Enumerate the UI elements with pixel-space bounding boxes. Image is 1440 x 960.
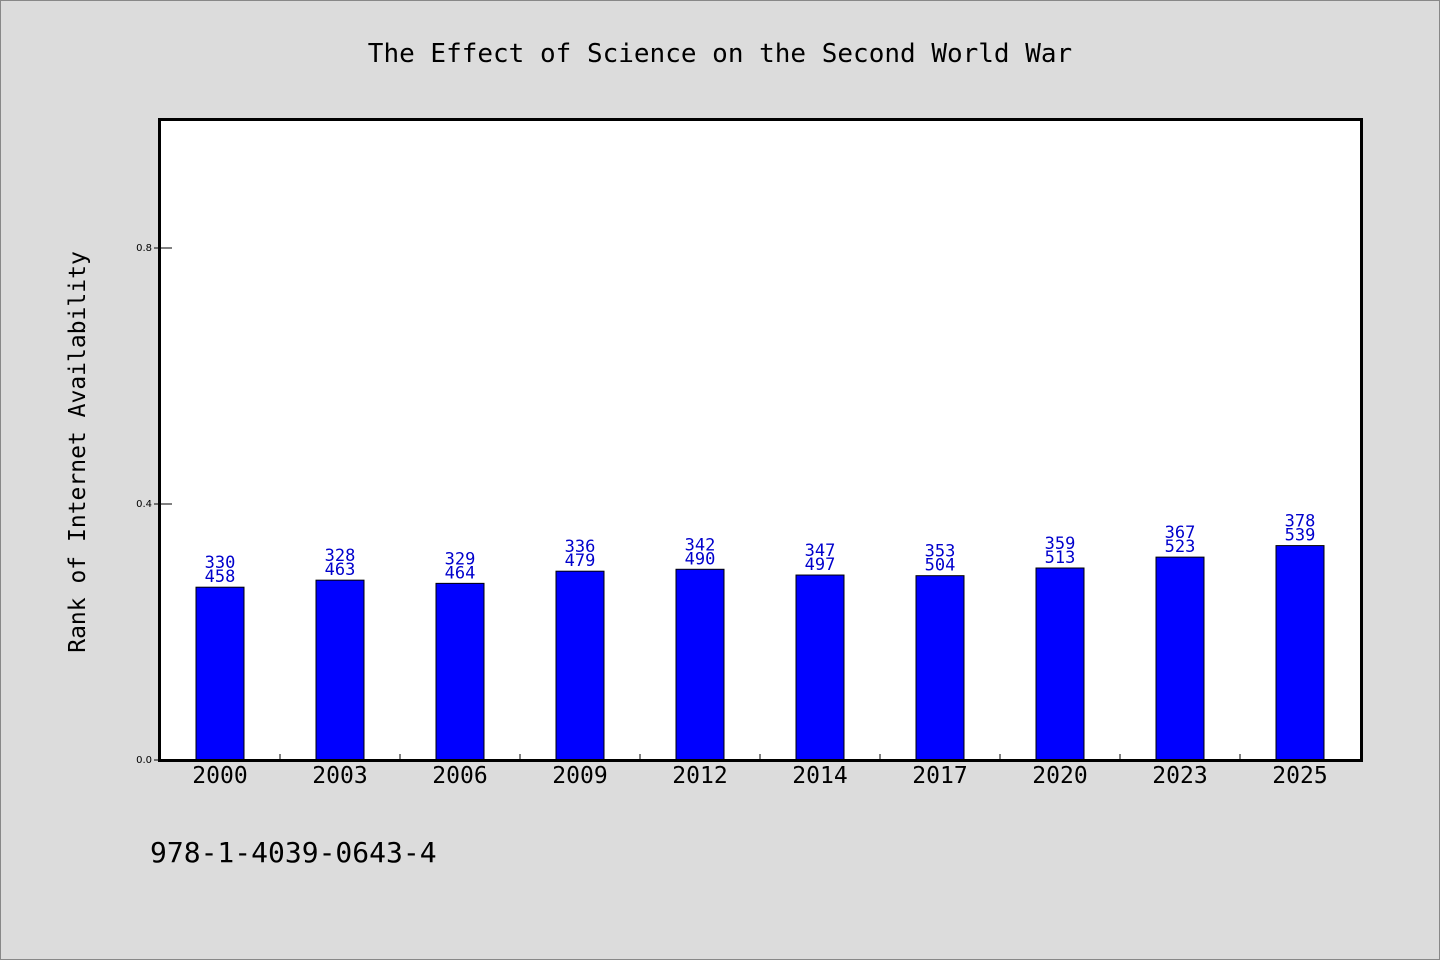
bar-label-bottom-2017: 504 xyxy=(925,556,956,576)
bar-label-bottom-2000: 458 xyxy=(205,567,236,587)
bar-label-bottom-2012: 490 xyxy=(685,549,716,569)
bar-2025 xyxy=(1275,545,1325,761)
y-tick-label: 0.0 xyxy=(136,755,152,766)
bar-2017 xyxy=(915,575,965,761)
bar-label-top-2009: 336 xyxy=(565,537,596,557)
bar-label-top-2012: 342 xyxy=(685,535,716,555)
bar-2006 xyxy=(435,582,485,761)
x-tick-label-2009: 2009 xyxy=(552,763,607,789)
x-axis-ticks: 2000 2003 2006 2009 2012 2014 2017 2020 2023 2025 xyxy=(192,754,1328,789)
bar-2020 xyxy=(1035,567,1085,761)
bar-2014 xyxy=(795,574,845,761)
y-axis-label: Rank of Internet Availability xyxy=(65,251,91,653)
x-tick-label-2006: 2006 xyxy=(432,763,487,789)
bar-label-bottom-2025: 539 xyxy=(1285,526,1316,546)
bar-label-bottom-2023: 523 xyxy=(1165,537,1196,557)
bar-label-bottom-2006: 464 xyxy=(445,563,476,583)
y-tick-label: 0.8 xyxy=(136,243,152,254)
bar-2003 xyxy=(315,579,365,761)
y-tick-label: 0.4 xyxy=(136,499,152,510)
bar-label-top-2014: 347 xyxy=(805,541,836,561)
bar-label-top-2025: 378 xyxy=(1285,512,1316,532)
bar-label-top-2003: 328 xyxy=(325,546,356,566)
x-tick-label-2020: 2020 xyxy=(1032,763,1087,789)
x-tick-label-2014: 2014 xyxy=(792,763,847,789)
bar-label-bottom-2014: 497 xyxy=(805,555,836,575)
bar-label-top-2023: 367 xyxy=(1165,523,1196,543)
bar-label-bottom-2009: 479 xyxy=(565,551,596,571)
bar-2000 xyxy=(195,586,245,761)
bars-layer xyxy=(195,545,1325,761)
bar-label-top-2006: 329 xyxy=(445,549,476,569)
x-tick-label-2003: 2003 xyxy=(312,763,367,789)
bar-2023 xyxy=(1155,556,1205,761)
plot-border xyxy=(158,118,1363,762)
bar-label-top-2020: 359 xyxy=(1045,534,1076,554)
bar-label-bottom-2003: 463 xyxy=(325,560,356,580)
x-tick-label-2023: 2023 xyxy=(1152,763,1207,789)
x-tick-label-2012: 2012 xyxy=(672,763,727,789)
x-tick-label-2000: 2000 xyxy=(192,763,247,789)
chart-title: The Effect of Science on the Second Worl… xyxy=(368,39,1072,69)
bar-label-bottom-2020: 513 xyxy=(1045,548,1076,568)
isbn-footer: 978-1-4039-0643-4 xyxy=(150,836,437,869)
bar-2009 xyxy=(555,570,605,761)
bar-label-top-2017: 353 xyxy=(925,542,956,562)
bar-2012 xyxy=(675,568,725,761)
x-tick-label-2017: 2017 xyxy=(912,763,967,789)
x-tick-label-2025: 2025 xyxy=(1272,763,1327,789)
bar-label-top-2000: 330 xyxy=(205,553,236,573)
